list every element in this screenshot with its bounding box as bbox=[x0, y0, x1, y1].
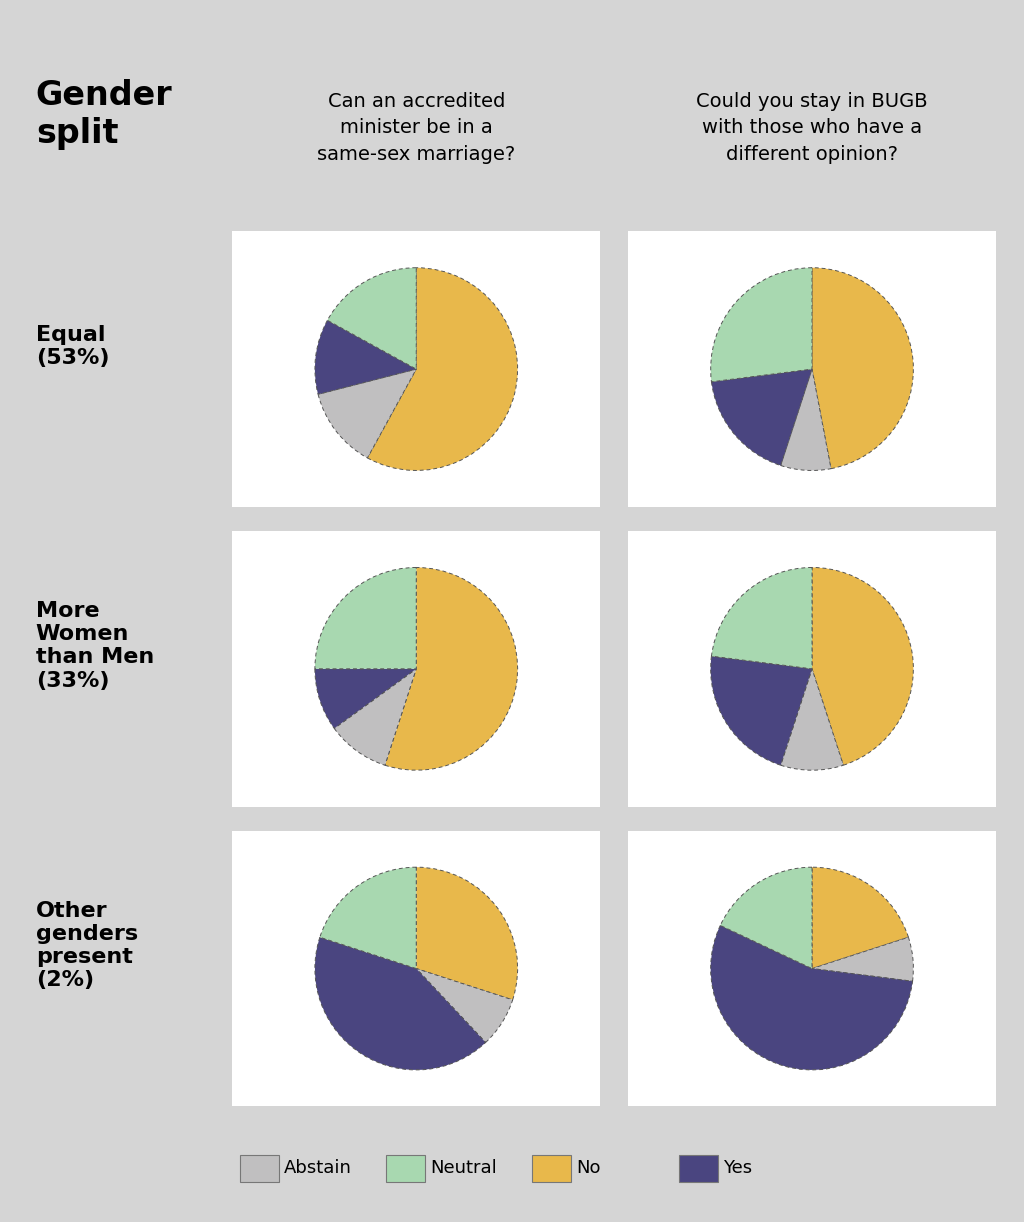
Text: Can an accredited
minister be in a
same-sex marriage?: Can an accredited minister be in a same-… bbox=[317, 92, 515, 164]
Text: Yes: Yes bbox=[723, 1160, 752, 1177]
Text: Neutral: Neutral bbox=[430, 1160, 497, 1177]
Text: No: No bbox=[577, 1160, 601, 1177]
Text: More
Women
than Men
(33%): More Women than Men (33%) bbox=[36, 601, 154, 690]
Text: Other
genders
present
(2%): Other genders present (2%) bbox=[36, 901, 138, 990]
Text: Gender
split: Gender split bbox=[36, 79, 172, 150]
Text: Abstain: Abstain bbox=[284, 1160, 351, 1177]
Text: Could you stay in BUGB
with those who have a
different opinion?: Could you stay in BUGB with those who ha… bbox=[696, 92, 928, 164]
Text: Equal
(53%): Equal (53%) bbox=[36, 325, 110, 368]
